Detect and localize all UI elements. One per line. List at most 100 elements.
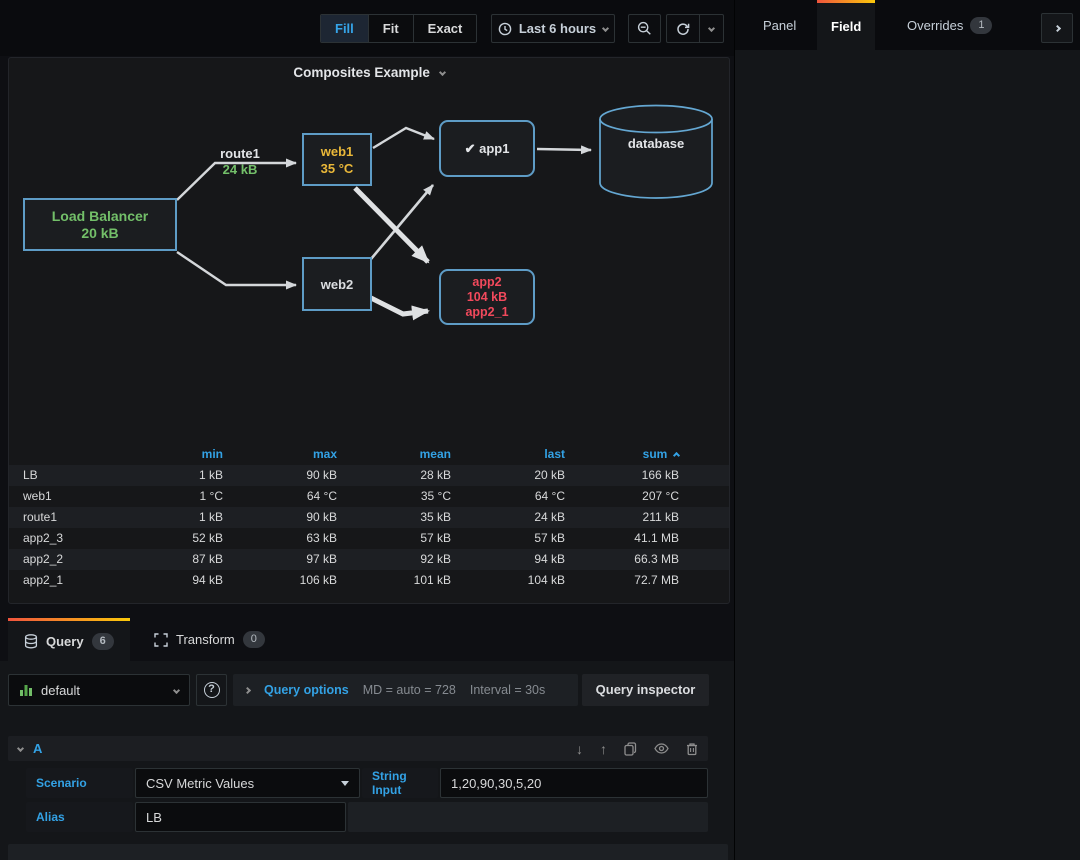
scenario-label: Scenario: [26, 768, 133, 798]
tab-query[interactable]: Query 6: [8, 618, 130, 661]
database-cylinder-icon: [599, 104, 713, 199]
duplicate-query-button[interactable]: [624, 741, 637, 756]
overrides-count-badge: 1: [970, 16, 993, 34]
query-inspector-button[interactable]: Query inspector: [582, 674, 709, 706]
next-query-row-partial[interactable]: [8, 844, 728, 860]
string-input-label: String Input: [362, 768, 438, 798]
size-mode-fit[interactable]: Fit: [367, 15, 413, 42]
diagram-edges: [176, 126, 592, 321]
string-input-field[interactable]: [440, 768, 708, 798]
node-load-balancer[interactable]: Load Balancer 20 kB: [23, 198, 177, 251]
query-transform-tabbar: Query 6 Transform 0: [0, 618, 734, 661]
zoom-out-button[interactable]: [628, 14, 661, 43]
size-mode-fill[interactable]: Fill: [321, 15, 368, 42]
database-icon: [24, 633, 38, 648]
node-web1[interactable]: web1 35 °C: [302, 133, 372, 186]
disable-query-button[interactable]: [654, 743, 669, 754]
node-label: web1: [320, 143, 354, 159]
panel-title-bar[interactable]: Composites Example: [9, 65, 729, 80]
refresh-interval-dropdown[interactable]: [700, 15, 723, 42]
tab-field[interactable]: Field: [817, 0, 876, 50]
datasource-help-button[interactable]: ?: [196, 674, 227, 706]
refresh-icon: [677, 22, 690, 35]
alias-field[interactable]: [135, 802, 346, 832]
chevron-down-icon: [602, 24, 610, 33]
edge-name: route1: [220, 146, 260, 161]
move-query-up-button[interactable]: ↑: [600, 740, 607, 757]
table-row: app2_3 52 kB 63 kB 57 kB 57 kB 41.1 MB: [23, 531, 679, 545]
options-pane-tabbar: Panel Field Overrides 1: [735, 0, 1080, 50]
node-label: ✔ app1: [464, 141, 510, 156]
transform-count-badge: 0: [242, 631, 265, 648]
tab-transform[interactable]: Transform 0: [138, 618, 281, 661]
trash-icon: [687, 742, 697, 755]
row-filler: [348, 802, 708, 832]
table-row: web1 1 °C 64 °C 35 °C 64 °C 207 °C: [23, 489, 679, 503]
panel-title: Composites Example: [293, 65, 430, 80]
node-label: database: [627, 136, 685, 151]
table-row: LB 1 kB 90 kB 28 kB 20 kB 166 kB: [9, 465, 729, 486]
scenario-select[interactable]: CSV Metric Values: [135, 768, 360, 798]
metrics-table: min max mean last sum LB 1 kB 90 kB 28 kB 20…: [9, 444, 729, 591]
query-row-header[interactable]: A ↓ ↑: [8, 736, 708, 761]
alias-label: Alias: [26, 802, 133, 832]
edge-label-route1: route1 24 kB: [199, 146, 281, 178]
refresh-button[interactable]: [667, 15, 700, 42]
eye-icon: [654, 743, 669, 754]
refresh-button-group: [666, 14, 724, 43]
column-header-sum[interactable]: sum: [575, 444, 689, 465]
chevron-right-icon: [1053, 24, 1061, 32]
table-row: app2_2 87 kB 97 kB 92 kB 94 kB 66.3 MB: [9, 549, 729, 570]
interval-info: Interval = 30s: [469, 683, 546, 697]
chevron-right-icon: [243, 686, 252, 694]
column-header-last[interactable]: last: [544, 447, 565, 461]
collapse-pane-button[interactable]: [1041, 13, 1073, 43]
column-header-mean[interactable]: mean: [419, 447, 451, 461]
datasource-picker[interactable]: default: [8, 674, 190, 706]
tab-label: Transform: [176, 632, 235, 647]
table-row: route1 1 kB 90 kB 35 kB 24 kB 211 kB: [9, 507, 729, 528]
copy-icon: [624, 741, 637, 756]
collapse-icon: [16, 744, 25, 753]
node-value: 20 kB: [81, 224, 119, 241]
options-pane: Panel Field Overrides 1 Custom options I…: [734, 0, 1080, 860]
query-editor-area: default ? Query options MD = auto = 728 …: [0, 661, 734, 860]
chevron-down-icon: [172, 686, 181, 694]
edge-value: 24 kB: [222, 162, 258, 177]
node-database[interactable]: database: [597, 103, 715, 202]
query-ref-id: A: [33, 741, 43, 756]
node-label: web2: [320, 276, 354, 292]
node-app1[interactable]: ✔ app1: [439, 120, 535, 177]
query-options-toggle[interactable]: Query options: [264, 683, 349, 697]
node-label: Load Balancer: [51, 207, 149, 224]
tab-panel[interactable]: Panel: [763, 17, 797, 33]
query-count-badge: 6: [91, 632, 114, 650]
clock-icon: [498, 22, 512, 35]
column-header-max[interactable]: max: [312, 447, 337, 461]
move-query-down-button[interactable]: ↓: [576, 740, 583, 757]
tab-overrides[interactable]: Overrides 1: [893, 0, 1006, 50]
caret-down-icon: [341, 780, 349, 786]
panel-size-mode-group: Fill Fit Exact: [320, 14, 478, 43]
node-subvalue: app2_1: [465, 304, 509, 319]
tab-label: Query: [46, 633, 84, 649]
help-icon: ?: [203, 682, 220, 698]
chevron-down-icon: [707, 24, 716, 33]
node-label: app2: [472, 274, 502, 289]
time-range-picker[interactable]: Last 6 hours: [491, 14, 615, 43]
node-value: 35 °C: [320, 160, 354, 176]
time-range-label: Last 6 hours: [518, 21, 597, 36]
size-mode-exact[interactable]: Exact: [412, 15, 477, 42]
diagram-panel: Composites Example route1 24 kB Load Bal…: [8, 57, 730, 604]
delete-query-button[interactable]: [686, 742, 698, 756]
column-header-min[interactable]: min: [201, 447, 223, 461]
query-options-bar: Query options MD = auto = 728 Interval =…: [233, 674, 578, 706]
node-web2[interactable]: web2: [302, 257, 372, 311]
datasource-name: default: [41, 682, 81, 698]
max-datapoints-info: MD = auto = 728: [362, 683, 456, 697]
node-app2[interactable]: app2 104 kB app2_1: [439, 269, 535, 325]
table-header-row: min max mean last sum: [9, 444, 729, 465]
transform-icon: [154, 632, 168, 647]
check-icon: ✔: [464, 141, 476, 156]
